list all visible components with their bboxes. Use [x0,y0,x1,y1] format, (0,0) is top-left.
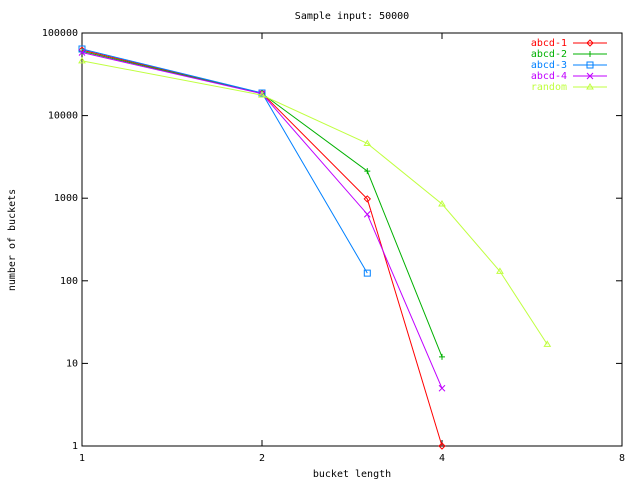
legend-marker [586,72,594,80]
legend-marker [586,39,594,47]
marker [363,139,372,146]
marker [363,269,371,277]
x-tick-label: 2 [259,453,265,464]
marker [363,195,372,203]
x-tick-label: 1 [79,453,85,464]
marker [543,340,552,347]
y-axis-label: number of buckets [7,189,18,291]
marker [439,353,445,360]
marker [438,384,446,392]
legend-label: abcd-3 [531,60,567,71]
legend-marker [587,51,593,57]
y-tick-label: 100000 [42,28,78,39]
legend-label: abcd-2 [531,49,567,60]
marker [78,49,86,56]
y-tick-label: 10000 [48,111,78,122]
y-tick-label: 1 [72,441,78,452]
x-tick-label: 8 [619,453,625,464]
y-tick-label: 10 [66,358,78,369]
plot-frame [81,32,623,447]
series-line [81,50,443,358]
marker [496,267,504,274]
marker [258,91,266,98]
series-line [81,48,368,274]
legend-label: abcd-1 [531,38,567,49]
y-tick-label: 100 [60,276,78,287]
marker [438,200,446,207]
legend-label: abcd-4 [531,71,567,82]
legend-marker [586,61,594,69]
series-line [81,49,443,447]
marker [438,442,446,450]
chart-title: Sample input: 50000 [295,11,409,22]
y-tick-label: 1000 [54,193,78,204]
series-line [81,60,548,345]
marker [78,56,86,64]
legend-marker [586,83,594,90]
marker [363,210,371,218]
series-line [81,52,443,389]
x-tick-label: 4 [439,453,445,464]
x-axis-label: bucket length [313,469,391,480]
legend-label: random [531,82,567,93]
marker [364,168,371,175]
